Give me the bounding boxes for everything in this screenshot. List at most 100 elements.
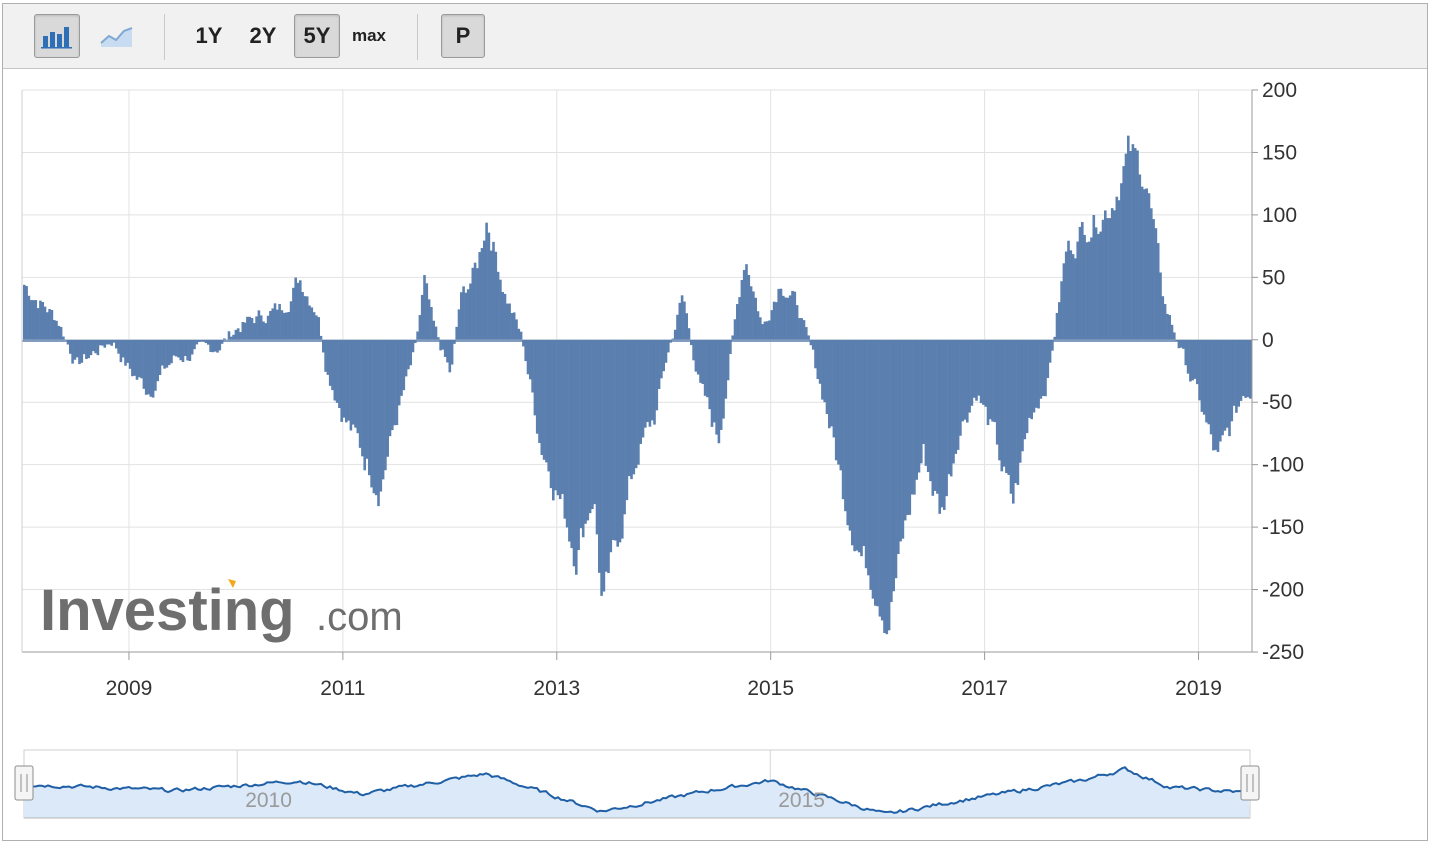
bar [1092,215,1096,340]
bar [558,339,562,500]
bar [908,339,912,515]
bar [791,290,794,340]
bar [917,339,921,473]
bar [1076,241,1079,340]
bar [1198,339,1201,401]
bar [657,339,661,389]
bar [388,339,392,437]
bar-chart-button[interactable] [34,14,80,58]
bar [779,288,783,340]
bar [280,310,284,340]
bar [319,335,323,340]
bar [1018,339,1022,463]
bar [126,339,130,363]
bar [609,339,613,553]
range-2y-button[interactable]: 2Y [249,23,277,48]
p-button[interactable]: P [441,14,485,58]
bar [418,315,422,340]
bar [430,307,433,340]
range-1y-button[interactable]: 1Y [195,23,223,48]
bar [1248,339,1252,399]
bar [749,286,753,340]
bar [644,339,647,428]
bar [1069,250,1073,340]
bar [696,339,700,375]
bar [460,292,463,340]
bar [455,326,458,340]
bar [331,339,334,391]
bar [1037,339,1040,409]
bar [305,296,309,340]
bar [802,320,806,340]
bar [1078,226,1082,340]
line-chart-icon [100,27,133,47]
bar [1244,339,1247,398]
bar [101,339,104,346]
bar [71,339,74,364]
bar [690,339,693,346]
bar [722,339,725,419]
bar [393,339,396,426]
bar [365,339,369,459]
bar [271,308,274,340]
bar [92,339,95,352]
bar [483,240,486,340]
bar [32,300,35,340]
bar [1021,339,1024,452]
bar [480,248,484,340]
bar [830,339,833,427]
bar [945,339,948,497]
bar [1129,150,1132,340]
bar [1156,243,1160,340]
bar [984,339,987,407]
bar [595,339,599,535]
bar [671,338,675,340]
bar [315,315,318,340]
bar [266,315,270,340]
bar [708,339,711,410]
bar [956,339,960,450]
x-axis-ticks: 2009 2011 2013 2015 2017 2019 [106,652,1222,700]
bar [729,339,732,354]
bar [163,339,166,369]
bar [876,339,879,607]
bar [158,339,162,376]
bar [1012,339,1015,504]
line-chart-button[interactable] [94,14,140,58]
bar [607,339,610,574]
bar [719,339,723,430]
bar [239,332,242,340]
bar [446,339,449,363]
bar [936,339,939,494]
range-5y-button[interactable]: 5Y [294,14,340,58]
bar [1205,339,1208,423]
bar [1099,231,1102,340]
bar [1145,188,1148,340]
range-max-button[interactable]: max [351,26,387,45]
bar [1189,339,1192,382]
bar [1200,339,1204,412]
bar [616,339,619,547]
bar [1005,339,1008,474]
bar [432,320,435,340]
bar [968,339,971,413]
bar [922,339,925,445]
bar [75,339,79,358]
bar [59,326,63,340]
bar [232,334,235,340]
bar [844,339,847,512]
bar [308,305,311,340]
navigator-left-handle[interactable] [14,765,34,801]
bar [439,339,442,351]
bar [124,339,127,366]
bar [89,339,93,356]
bar [570,339,573,549]
navigator-right-handle[interactable] [1240,765,1260,801]
y-axis-ticks: 200 150 100 50 0 -50 -100 -150 -200 -250 [1252,79,1304,664]
bar [600,339,603,596]
bar [269,311,272,340]
bar [522,339,525,347]
bar [437,337,440,340]
bar [687,328,691,340]
bar [1147,193,1151,340]
